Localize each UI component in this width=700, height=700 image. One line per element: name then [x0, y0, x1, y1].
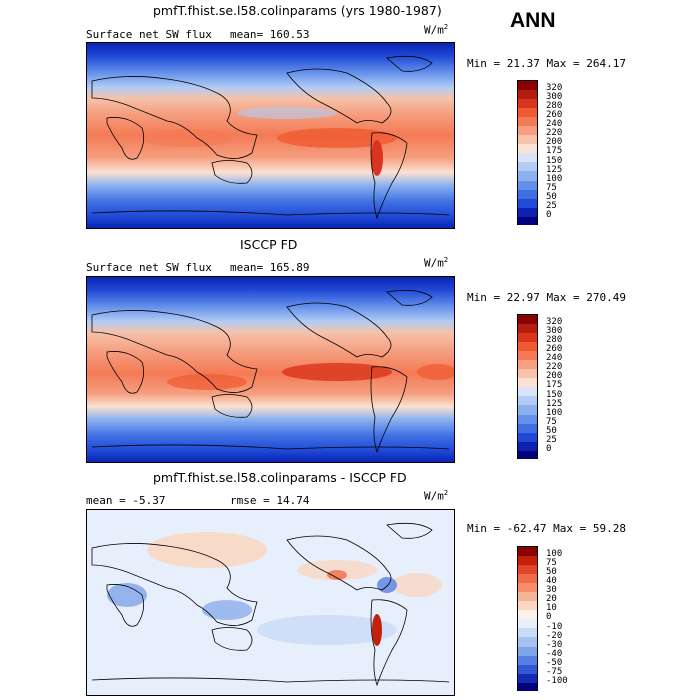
colorbar-tick: 0: [546, 612, 552, 623]
panel1-minmax: Min = 21.37 Max = 264.17: [467, 57, 626, 70]
panel3-title: pmfT.fhist.se.l58.colinparams - ISCCP FD: [153, 470, 407, 485]
panel1-left-label: Surface net SW flux: [86, 28, 212, 41]
colorbar-tick: 300: [546, 92, 563, 103]
colorbar-tick: 320: [546, 317, 563, 327]
colorbar-tick: 50: [546, 567, 557, 578]
panel1-coastlines: [91, 55, 450, 220]
colorbar-tick: 175: [546, 146, 563, 157]
colorbar-tick: 240: [546, 353, 563, 364]
panel3-colorbar-labels: 100 75 50 40 30 20 10 0 -10 -20 -30 -40 …: [546, 549, 568, 686]
panel3-coastlines: [91, 522, 450, 687]
colorbar-tick: -100: [546, 675, 568, 686]
colorbar-tick: 0: [546, 209, 552, 220]
panel1-map: [86, 42, 455, 229]
colorbar-tick: -10: [546, 621, 563, 632]
colorbar-tick: 20: [546, 594, 557, 605]
colorbar-tick: 200: [546, 371, 563, 382]
colorbar-tick: 40: [546, 576, 557, 587]
colorbar-tick: 260: [546, 344, 563, 355]
colorbar-tick: 75: [546, 558, 557, 569]
panel3-rmse-label: rmse = 14.74: [230, 494, 310, 507]
colorbar-tick: 200: [546, 137, 563, 148]
colorbar-tick: 220: [546, 128, 563, 139]
panel2-left-label: Surface net SW flux: [86, 261, 212, 274]
colorbar-tick: 240: [546, 119, 563, 130]
colorbar-tick: 300: [546, 326, 563, 337]
colorbar-tick: 150: [546, 155, 563, 166]
colorbar-tick: 150: [546, 389, 563, 400]
panel2-colorbar-labels: 320 300 280 260 240 220 200 175 150 125 …: [546, 317, 563, 454]
colorbar-tick: 280: [546, 335, 563, 346]
colorbar-tick: 30: [546, 585, 557, 596]
colorbar-tick: -75: [546, 666, 563, 677]
colorbar-tick: 25: [546, 434, 557, 445]
panel3-mean-label: mean = -5.37: [86, 494, 166, 507]
colorbar-tick: -30: [546, 639, 563, 650]
colorbar-tick: 75: [546, 416, 557, 427]
panel1-title: pmfT.fhist.se.l58.colinparams (yrs 1980-…: [153, 3, 442, 18]
colorbar-tick: 320: [546, 83, 563, 93]
panel3-map: [86, 509, 455, 696]
panel2-minmax: Min = 22.97 Max = 270.49: [467, 291, 626, 304]
colorbar-tick: 50: [546, 425, 557, 436]
colorbar-tick: 100: [546, 407, 563, 418]
panel1-colorbar: [517, 80, 538, 225]
colorbar-tick: 125: [546, 398, 563, 409]
colorbar-tick: 50: [546, 191, 557, 202]
colorbar-tick: 100: [546, 173, 563, 184]
colorbar-tick: 25: [546, 200, 557, 211]
colorbar-tick: -40: [546, 648, 563, 659]
colorbar-tick: 75: [546, 182, 557, 193]
panel3-units: W/m2: [424, 489, 449, 503]
panel2-mean-label: mean= 165.89: [230, 261, 310, 274]
panel1-mean-label: mean= 160.53: [230, 28, 310, 41]
colorbar-tick: 280: [546, 101, 563, 112]
colorbar-tick: 100: [546, 549, 563, 559]
season-label: ANN: [510, 9, 556, 32]
panel2-colorbar: [517, 314, 538, 459]
colorbar-tick: 0: [546, 443, 552, 454]
colorbar-tick: 260: [546, 110, 563, 121]
panel2-units: W/m2: [424, 256, 449, 270]
panel1-units: W/m2: [424, 23, 449, 37]
colorbar-tick: -20: [546, 630, 563, 641]
panel2-map: [86, 276, 455, 463]
panel1-colorbar-labels: 320 300 280 260 240 220 200 175 150 125 …: [546, 83, 563, 220]
colorbar-tick: 125: [546, 164, 563, 175]
colorbar-tick: -50: [546, 657, 563, 668]
colorbar-tick: 220: [546, 362, 563, 373]
panel2-coastlines: [91, 289, 450, 454]
colorbar-tick: 175: [546, 380, 563, 391]
colorbar-tick: 10: [546, 603, 557, 614]
panel3-minmax: Min = -62.47 Max = 59.28: [467, 522, 626, 535]
panel3-colorbar: [517, 546, 538, 691]
panel2-title: ISCCP FD: [240, 237, 298, 252]
